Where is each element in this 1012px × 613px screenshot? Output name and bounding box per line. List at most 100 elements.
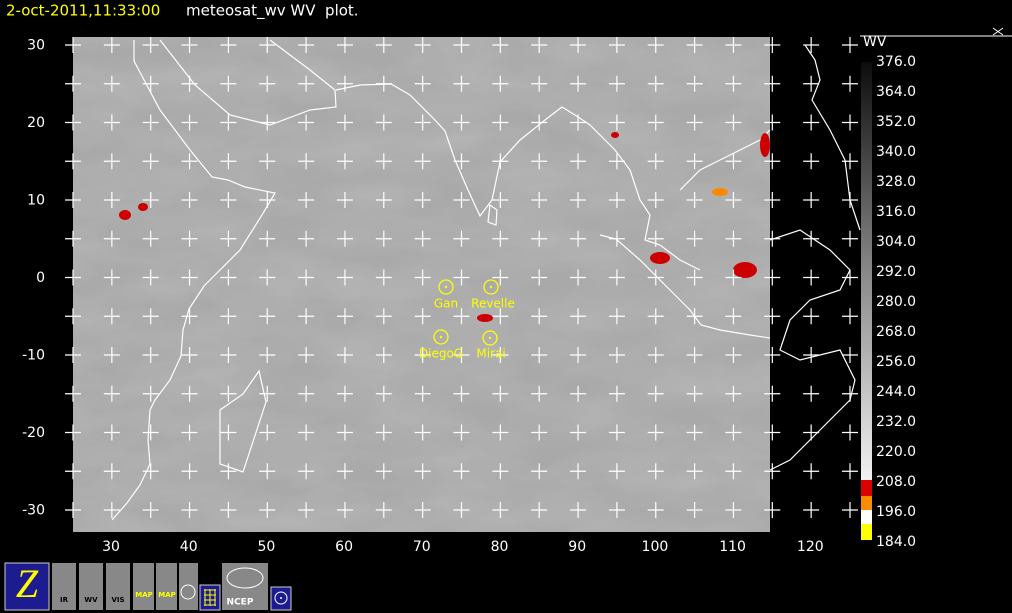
grid-cross (803, 385, 820, 402)
grid-cross (298, 385, 315, 402)
grid-cross (103, 75, 120, 92)
grid-cross (686, 463, 703, 480)
grid-cross (220, 463, 237, 480)
grid-cross (492, 463, 509, 480)
map-button[interactable] (156, 563, 177, 610)
grid-cross (453, 230, 470, 247)
grid-cross (570, 114, 587, 131)
grid-cross (570, 308, 587, 325)
close-icon[interactable] (992, 27, 1004, 36)
grid-cross (220, 269, 237, 286)
grid-cross (647, 230, 664, 247)
coast-asia (335, 83, 701, 271)
grid-cross (803, 269, 820, 286)
ncep-button[interactable] (222, 563, 268, 610)
grid-cross (803, 153, 820, 170)
z-button[interactable] (4, 562, 50, 611)
grid-cross (375, 385, 392, 402)
grid-cross (103, 424, 120, 441)
grid-cross (336, 385, 353, 402)
grid-cross (531, 385, 548, 402)
grid-cross (492, 37, 509, 53)
grid-cross (65, 153, 81, 170)
colorbar-label: 352.0 (876, 114, 916, 130)
grid-cross (764, 75, 781, 92)
grid-cross (65, 463, 81, 480)
grid-cross (647, 463, 664, 480)
grid-cross (65, 269, 81, 286)
station-dot (444, 285, 448, 289)
grid-cross (65, 308, 81, 325)
grid-cross (414, 502, 431, 518)
x-tick-label: 110 (719, 539, 746, 555)
grid-cross (298, 424, 315, 441)
button-label: MAP (158, 591, 176, 599)
grid-cross (181, 502, 198, 518)
grid-cross (453, 192, 470, 208)
grid-cross (608, 502, 625, 518)
grid-cross (608, 424, 625, 441)
grid-cross (570, 269, 587, 286)
grid-cross (142, 463, 159, 480)
coast-pacific (804, 44, 861, 231)
grid-cross (375, 463, 392, 480)
grid-cross (764, 502, 781, 518)
grid-cross (686, 114, 703, 131)
colorbar-label: 364.0 (876, 84, 916, 100)
globe-button[interactable] (179, 563, 198, 610)
grid-cross (842, 153, 858, 170)
grid-cross (570, 424, 587, 441)
grid-cross (375, 424, 392, 441)
image-texture (73, 37, 770, 532)
ncep-icon (226, 567, 264, 589)
button-label: VIS (111, 596, 124, 604)
grid-cross (181, 308, 198, 325)
y-tick-label: -10 (22, 348, 45, 364)
grid-cross (414, 75, 431, 92)
grid-cross (608, 347, 625, 363)
grid-cross (181, 347, 198, 363)
grid-cross (103, 308, 120, 325)
wv-button[interactable] (79, 563, 103, 610)
grid-cross (725, 37, 742, 53)
grid-cross (686, 37, 703, 53)
map-button[interactable] (133, 563, 154, 610)
grid-cross (842, 75, 858, 92)
grid-cross (103, 502, 120, 518)
grid-cross (414, 424, 431, 441)
coast-sri-lanka (487, 203, 498, 226)
station-marker (483, 279, 499, 295)
grid-cross (142, 230, 159, 247)
grid-cross (725, 463, 742, 480)
grid-cross (336, 37, 353, 53)
grid-cross (531, 463, 548, 480)
grid-cross (142, 308, 159, 325)
circle-icon (274, 591, 288, 605)
grid-cross (336, 153, 353, 170)
colorbar-label: 220.0 (876, 444, 916, 460)
grid-cross (492, 347, 509, 363)
grid-cross (259, 308, 276, 325)
coast-africa (111, 40, 276, 521)
ir-button[interactable] (52, 563, 76, 610)
grid-cross (220, 502, 237, 518)
coast-east (769, 229, 856, 471)
vis-button[interactable] (106, 563, 130, 610)
grid-cross (531, 75, 548, 92)
grid-cross (531, 230, 548, 247)
grid-icon (204, 589, 216, 606)
grid-cross (570, 192, 587, 208)
grid-cross (453, 347, 470, 363)
coastlines (111, 39, 861, 521)
colorbar-title: WV (863, 34, 887, 50)
plot-title: meteosat_wv WV plot. (186, 2, 359, 21)
grid-cross (531, 153, 548, 170)
grid-cross (608, 463, 625, 480)
grid-cross (725, 347, 742, 363)
grid-cross (725, 385, 742, 402)
x-tick-label: 60 (335, 539, 353, 555)
colorbar-label: 232.0 (876, 414, 916, 430)
grid-cross (65, 114, 81, 131)
grid-cross (65, 385, 81, 402)
